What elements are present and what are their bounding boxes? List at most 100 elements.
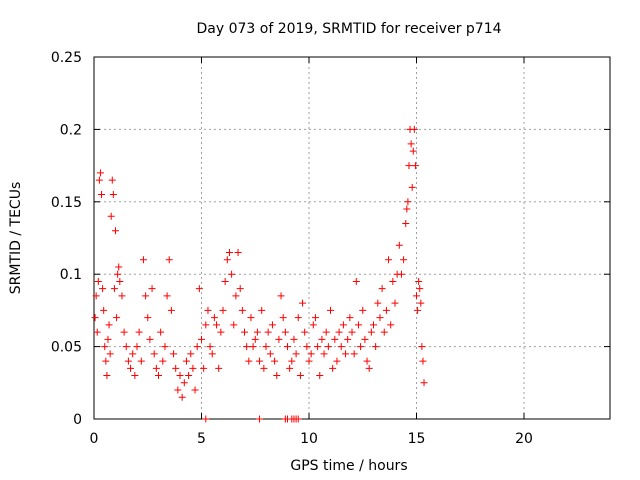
data-point — [104, 335, 112, 343]
y-axis-label: SRMTID / TECUs — [8, 182, 24, 295]
data-point — [354, 321, 362, 329]
x-tick-label: 0 — [90, 431, 99, 447]
data-point — [232, 292, 240, 300]
data-point — [322, 328, 330, 336]
data-point — [329, 364, 337, 372]
data-point — [273, 372, 281, 380]
x-tick-label: 5 — [197, 431, 206, 447]
data-point — [331, 335, 339, 343]
data-point — [93, 328, 101, 336]
y-tick-label: 0.1 — [60, 267, 82, 283]
data-point — [395, 241, 403, 249]
data-point — [284, 343, 291, 351]
data-point — [418, 343, 426, 351]
axis-ticks: 0 5 10 15 20 0 0.05 0.1 0.15 0.2 0.25 — [51, 50, 610, 447]
data-point — [167, 306, 175, 314]
data-point — [116, 277, 124, 285]
data-point — [187, 350, 195, 358]
data-point — [137, 357, 145, 365]
data-point — [101, 343, 109, 351]
data-point — [108, 176, 116, 184]
data-point — [294, 314, 302, 322]
data-point — [118, 292, 126, 300]
data-point — [241, 328, 248, 336]
data-point — [370, 321, 377, 329]
data-point — [413, 292, 420, 300]
data-point — [378, 285, 386, 293]
data-point — [127, 364, 135, 372]
data-point — [113, 314, 121, 322]
data-point — [245, 357, 253, 365]
data-point — [294, 415, 302, 423]
data-point — [335, 328, 343, 336]
chart-title: Day 073 of 2019, SRMTID for receiver p71… — [196, 21, 501, 37]
data-point — [206, 343, 214, 351]
data-point — [258, 306, 266, 314]
data-point — [213, 321, 221, 329]
data-point — [249, 343, 257, 351]
data-point — [172, 364, 180, 372]
x-tick-label: 10 — [300, 431, 318, 447]
data-point — [243, 343, 251, 351]
data-point — [105, 321, 113, 329]
data-point — [180, 379, 188, 387]
data-point — [348, 328, 356, 336]
data-point — [292, 350, 300, 358]
data-point — [100, 306, 108, 314]
data-point — [411, 162, 419, 170]
data-point — [189, 364, 197, 372]
data-point — [110, 285, 118, 293]
data-point — [301, 328, 309, 336]
data-point — [337, 343, 345, 351]
data-point — [114, 270, 122, 278]
x-axis-label: GPS time / hours — [290, 458, 407, 474]
data-point — [157, 328, 165, 336]
data-point — [260, 364, 268, 372]
data-point — [367, 328, 375, 336]
data-point — [279, 314, 287, 322]
data-point — [91, 314, 99, 322]
data-point — [120, 328, 128, 336]
plot-frame — [93, 56, 611, 420]
data-point — [365, 364, 373, 372]
data-point — [309, 321, 317, 329]
data-point — [193, 343, 201, 351]
data-point — [400, 256, 408, 264]
data-point — [275, 335, 283, 343]
data-point — [339, 321, 347, 329]
data-point — [407, 140, 415, 148]
data-point — [215, 364, 223, 372]
data-point — [225, 248, 233, 256]
data-point — [219, 306, 227, 314]
data-point — [247, 314, 255, 322]
data-point — [253, 328, 261, 336]
data-point — [307, 350, 315, 358]
data-point — [420, 379, 428, 387]
data-point — [405, 162, 413, 170]
data-point — [176, 372, 184, 380]
data-point — [124, 357, 132, 365]
data-point — [288, 357, 296, 365]
data-point — [163, 292, 171, 300]
data-point — [195, 285, 203, 293]
data-point — [266, 350, 274, 358]
data-point — [221, 277, 229, 285]
data-point — [131, 372, 139, 380]
data-point — [107, 212, 115, 220]
data-point — [409, 147, 417, 155]
data-point — [268, 321, 276, 329]
data-point — [102, 357, 110, 365]
data-point — [139, 256, 147, 264]
data-point — [410, 125, 418, 133]
data-point — [200, 364, 208, 372]
data-point — [277, 292, 285, 300]
data-point — [374, 299, 382, 307]
data-point — [129, 350, 137, 358]
data-point — [404, 198, 412, 206]
data-point — [305, 357, 313, 365]
data-point — [230, 321, 238, 329]
data-point — [324, 343, 332, 351]
data-point — [389, 277, 397, 285]
data-point — [165, 256, 173, 264]
